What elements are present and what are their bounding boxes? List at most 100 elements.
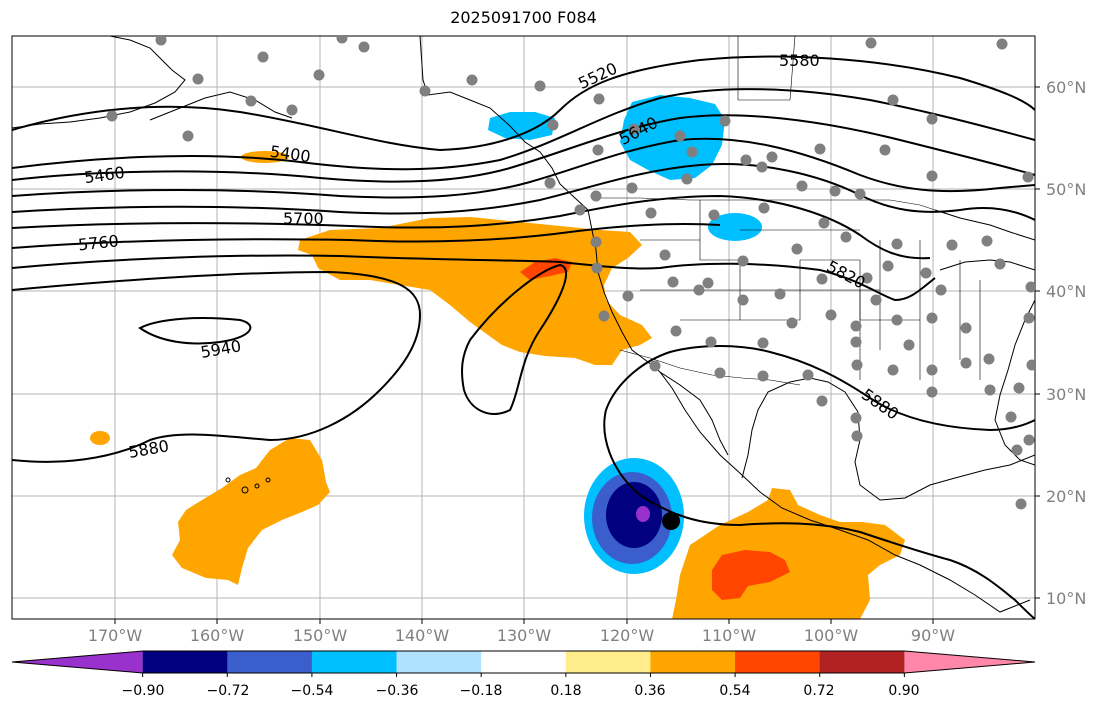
station-dot bbox=[740, 154, 752, 166]
positive-anomaly-region-central-america bbox=[672, 488, 905, 619]
station-dot bbox=[757, 337, 769, 349]
station-dot bbox=[786, 317, 798, 329]
axis-ticks bbox=[114, 86, 1040, 624]
station-dot bbox=[667, 276, 679, 288]
lon-label: 170°W bbox=[87, 626, 143, 645]
station-dot bbox=[590, 236, 602, 248]
strong-anomaly-central-america bbox=[712, 550, 790, 600]
negative-anomaly-tc-core bbox=[606, 482, 662, 548]
station-dot bbox=[946, 239, 958, 251]
station-dot bbox=[622, 290, 634, 302]
station-dot bbox=[1011, 444, 1023, 456]
negative-anomaly-wyoming bbox=[708, 213, 762, 241]
station-dot bbox=[984, 384, 996, 396]
station-dot bbox=[593, 93, 605, 105]
station-dot bbox=[802, 369, 814, 381]
station-dot bbox=[926, 113, 938, 125]
station-dot bbox=[1025, 281, 1035, 293]
station-dot bbox=[840, 231, 852, 243]
station-dot bbox=[257, 51, 269, 63]
station-dot bbox=[850, 336, 862, 348]
station-dot bbox=[708, 209, 720, 221]
station-dot bbox=[1023, 434, 1035, 446]
colorbar-tick-label: −0.18 bbox=[459, 683, 503, 699]
colorbar-segment bbox=[819, 651, 905, 673]
lon-label: 120°W bbox=[599, 626, 655, 645]
station-dot bbox=[1013, 382, 1025, 394]
lon-label: 90°W bbox=[910, 626, 956, 645]
colorbar-segment bbox=[227, 651, 313, 673]
station-dot bbox=[756, 161, 768, 173]
station-dot bbox=[891, 314, 903, 326]
colorbar-tick-label: −0.90 bbox=[121, 683, 165, 699]
station-dot bbox=[737, 255, 749, 267]
contour-label: 5880 bbox=[858, 385, 902, 424]
station-dot bbox=[960, 357, 972, 369]
station-dot bbox=[681, 173, 693, 185]
strong-anomaly-oregon bbox=[520, 258, 572, 280]
station-dot bbox=[714, 367, 726, 379]
contour-label: 5460 bbox=[83, 163, 126, 187]
station-dot bbox=[547, 119, 559, 131]
anomaly-fills bbox=[90, 95, 905, 619]
colorbar-segment bbox=[565, 651, 651, 673]
station-dot bbox=[926, 312, 938, 324]
negative-anomaly-alaska-panhandle bbox=[488, 112, 555, 140]
station-dot bbox=[994, 258, 1006, 270]
station-dot bbox=[757, 370, 769, 382]
station-dot bbox=[851, 430, 863, 442]
colorbar-segment bbox=[650, 651, 736, 673]
station-dot bbox=[590, 190, 602, 202]
station-dot bbox=[192, 73, 204, 85]
station-dot bbox=[816, 395, 828, 407]
station-dot bbox=[926, 170, 938, 182]
station-dot bbox=[1026, 359, 1035, 371]
lon-label: 130°W bbox=[496, 626, 552, 645]
station-dot bbox=[1005, 411, 1017, 423]
coastlines bbox=[12, 36, 1035, 613]
colorbar-segment bbox=[396, 651, 482, 673]
station-dot bbox=[466, 74, 478, 86]
colorbar-segment bbox=[311, 651, 398, 673]
colorbar-extend-right bbox=[904, 651, 1035, 673]
station-dot bbox=[693, 284, 705, 296]
station-dot bbox=[758, 202, 770, 214]
lon-label: 150°W bbox=[292, 626, 348, 645]
station-dot bbox=[358, 41, 370, 53]
station-dot bbox=[286, 104, 298, 116]
colorbar-tick-label: 0.54 bbox=[719, 683, 751, 699]
positive-anomaly-region-pacific bbox=[298, 217, 652, 365]
contour-label: 5700 bbox=[283, 209, 324, 228]
lon-label: 110°W bbox=[701, 626, 757, 645]
colorbar-tick-label: 0.72 bbox=[803, 683, 835, 699]
station-dot bbox=[245, 95, 257, 107]
colorbar-tick-label: 0.90 bbox=[888, 683, 920, 699]
height-contours bbox=[12, 55, 1035, 619]
station-dot bbox=[887, 94, 899, 106]
tropical-cyclone-center-marker bbox=[662, 512, 680, 530]
station-dot bbox=[926, 364, 938, 376]
station-dot bbox=[887, 364, 899, 376]
station-dot bbox=[592, 144, 604, 156]
station-dot bbox=[903, 339, 915, 351]
station-dot bbox=[829, 185, 841, 197]
station-dot bbox=[106, 110, 118, 122]
station-dot bbox=[825, 309, 837, 321]
station-dot bbox=[818, 217, 830, 229]
station-dot bbox=[891, 238, 903, 250]
station-dot bbox=[1022, 171, 1034, 183]
colorbar-segment bbox=[142, 651, 228, 673]
contour-label: 5820 bbox=[824, 257, 869, 293]
contour-label: 5400 bbox=[269, 142, 312, 166]
station-dot bbox=[960, 322, 972, 334]
colorbar-segment bbox=[481, 651, 567, 673]
contour-label: 5520 bbox=[575, 59, 620, 93]
station-dot bbox=[935, 284, 947, 296]
lat-label: 60°N bbox=[1046, 78, 1087, 97]
station-dot bbox=[659, 249, 671, 261]
station-dot bbox=[774, 288, 786, 300]
station-dot bbox=[591, 262, 603, 274]
colorbar-extend-left bbox=[12, 651, 143, 673]
station-dot bbox=[702, 277, 714, 289]
